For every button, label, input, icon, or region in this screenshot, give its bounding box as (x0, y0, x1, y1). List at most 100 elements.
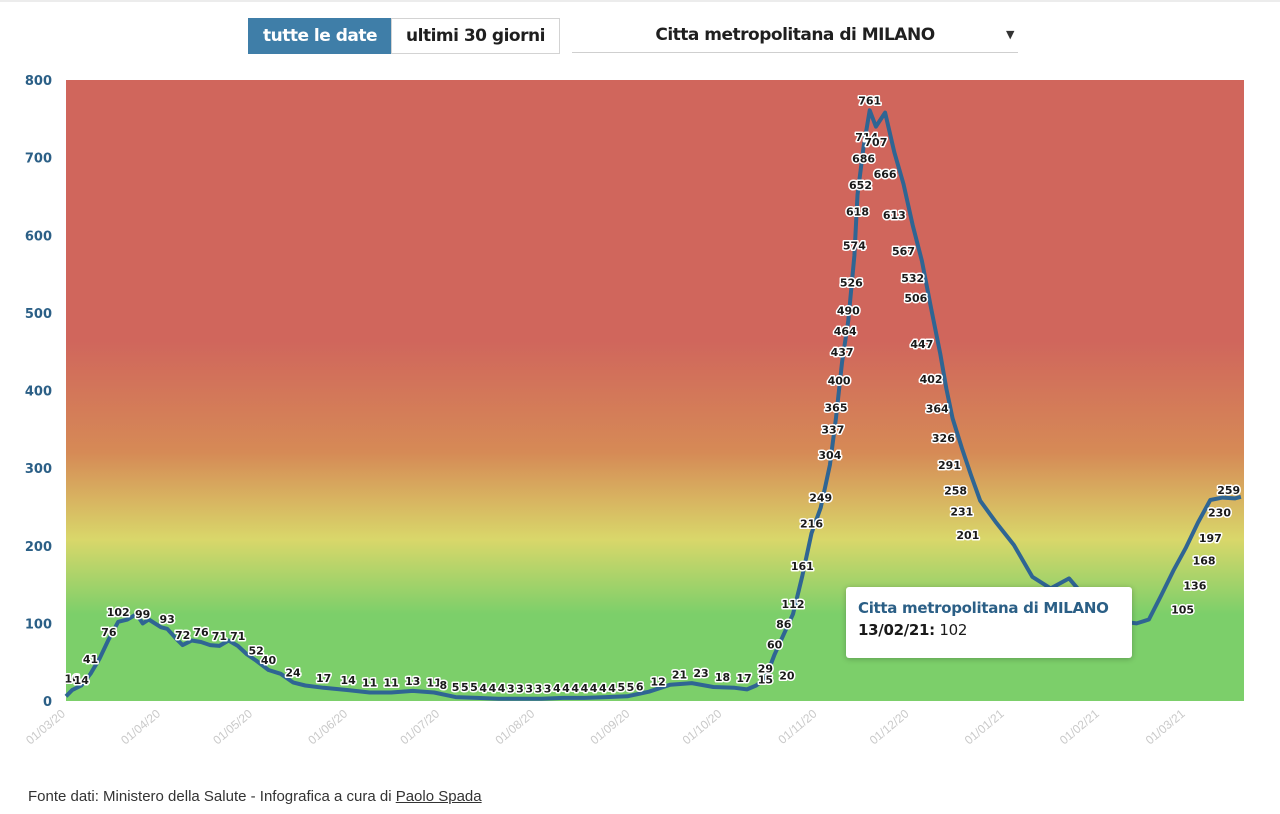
x-tick-label: 01/10/20 (680, 706, 725, 747)
x-tick-label: 01/12/20 (867, 706, 912, 747)
data-label: 13 (405, 675, 420, 688)
y-tick-label: 300 (25, 462, 52, 477)
data-label: 4 (553, 682, 561, 695)
data-label: 11 (362, 677, 377, 690)
data-label: 71 (230, 630, 245, 643)
area-select[interactable]: Citta metropolitana di MILANO ▼ (572, 18, 1018, 53)
data-label: 86 (776, 618, 792, 631)
top-divider (0, 0, 1280, 2)
y-axis: 0 100 200 300 400 500 600 700 800 (25, 74, 52, 710)
tooltip-title: Citta metropolitana di MILANO (858, 599, 1109, 617)
series-line[interactable] (64, 108, 1242, 701)
data-label: 259 (1217, 484, 1240, 497)
data-label: 526 (840, 277, 863, 290)
data-label: 216 (800, 517, 823, 530)
data-label: 5 (617, 681, 625, 694)
data-label: 3 (544, 683, 552, 696)
data-label: 365 (825, 402, 848, 415)
data-label: 4 (479, 682, 487, 695)
x-axis: 01/03/20 01/04/20 01/05/20 01/06/20 01/07/20… (23, 706, 1188, 747)
data-label: 20 (779, 670, 795, 683)
data-label: 60 (767, 638, 783, 651)
y-tick-label: 0 (43, 695, 52, 710)
x-tick-label: 01/06/20 (305, 706, 350, 747)
data-label: 464 (834, 325, 857, 338)
data-label: 230 (1208, 507, 1231, 520)
data-label: 532 (901, 272, 924, 285)
chart-controls: tutte le date ultimi 30 giorni Citta met… (248, 16, 1028, 56)
data-label: 291 (938, 459, 961, 472)
data-label: 8 (439, 679, 447, 692)
data-label: 5 (452, 681, 460, 694)
data-label: 102 (107, 606, 130, 619)
data-label: 18 (715, 671, 730, 684)
data-label: 15 (758, 673, 773, 686)
data-label: 136 (1183, 579, 1206, 592)
y-tick-label: 800 (25, 74, 52, 89)
x-tick-label: 01/03/21 (1143, 706, 1188, 747)
data-label: 686 (852, 153, 875, 166)
data-label: 4 (498, 682, 506, 695)
date-range-toggle: tutte le date ultimi 30 giorni (248, 18, 560, 54)
data-label: 201 (956, 529, 979, 542)
data-label: 5 (470, 681, 478, 694)
data-label: 258 (944, 485, 967, 498)
tooltip-date: 13/02/21: (858, 621, 935, 639)
data-label: 618 (846, 205, 869, 218)
author-link[interactable]: Paolo Spada (395, 788, 482, 805)
data-label: 14 (341, 674, 357, 687)
data-label: 93 (160, 613, 175, 626)
data-label: 11 (384, 677, 399, 690)
data-label: 567 (892, 245, 915, 258)
tooltip-value: 102 (939, 621, 968, 639)
data-label: 337 (821, 423, 844, 436)
data-label: 76 (193, 626, 209, 639)
y-tick-label: 400 (25, 385, 52, 400)
data-label: 197 (1199, 532, 1222, 545)
x-tick-label: 01/08/20 (493, 706, 538, 747)
data-label: 3 (525, 683, 533, 696)
data-label: 6 (636, 680, 644, 693)
data-label: 17 (736, 672, 751, 685)
data-label: 3 (507, 683, 515, 696)
data-label: 304 (818, 449, 841, 462)
data-label: 652 (849, 179, 872, 192)
tooltip-row: 13/02/21: 102 (858, 621, 1120, 639)
y-tick-label: 700 (25, 152, 52, 167)
x-tick-label: 01/09/20 (588, 706, 633, 747)
data-label: 4 (608, 682, 616, 695)
data-label: 4 (590, 682, 598, 695)
x-tick-label: 01/07/20 (397, 706, 442, 747)
data-label: 4 (599, 682, 607, 695)
data-label: 4 (571, 682, 579, 695)
data-label: 16 (64, 673, 80, 686)
y-tick-label: 600 (25, 229, 52, 244)
data-label: 99 (135, 608, 150, 621)
data-label: 40 (261, 654, 277, 667)
x-tick-label: 01/02/21 (1057, 706, 1102, 747)
data-label: 761 (858, 94, 881, 107)
data-label: 4 (581, 682, 589, 695)
data-label: 506 (904, 292, 927, 305)
data-label: 14 (74, 674, 90, 687)
data-label: 5 (461, 681, 469, 694)
hover-tooltip: Citta metropolitana di MILANO 13/02/21: … (846, 587, 1132, 658)
data-label: 574 (843, 239, 866, 252)
data-label: 437 (831, 346, 854, 359)
x-tick-label: 01/05/20 (210, 706, 255, 747)
data-label: 168 (1193, 555, 1216, 568)
y-tick-label: 200 (25, 540, 52, 555)
source-text: Fonte dati: Ministero della Salute - Inf… (28, 788, 396, 805)
data-label: 5 (627, 681, 635, 694)
data-label: 4 (562, 682, 570, 695)
last-30-days-button[interactable]: ultimi 30 giorni (391, 18, 560, 54)
all-dates-button[interactable]: tutte le date (248, 18, 393, 54)
data-label: 23 (693, 667, 708, 680)
y-tick-label: 500 (25, 307, 52, 322)
data-label: 402 (920, 373, 943, 386)
data-label: 112 (782, 598, 805, 611)
y-tick-label: 100 (25, 617, 52, 632)
data-label: 326 (932, 432, 955, 445)
data-label: 21 (672, 669, 687, 682)
data-label: 364 (926, 402, 949, 415)
